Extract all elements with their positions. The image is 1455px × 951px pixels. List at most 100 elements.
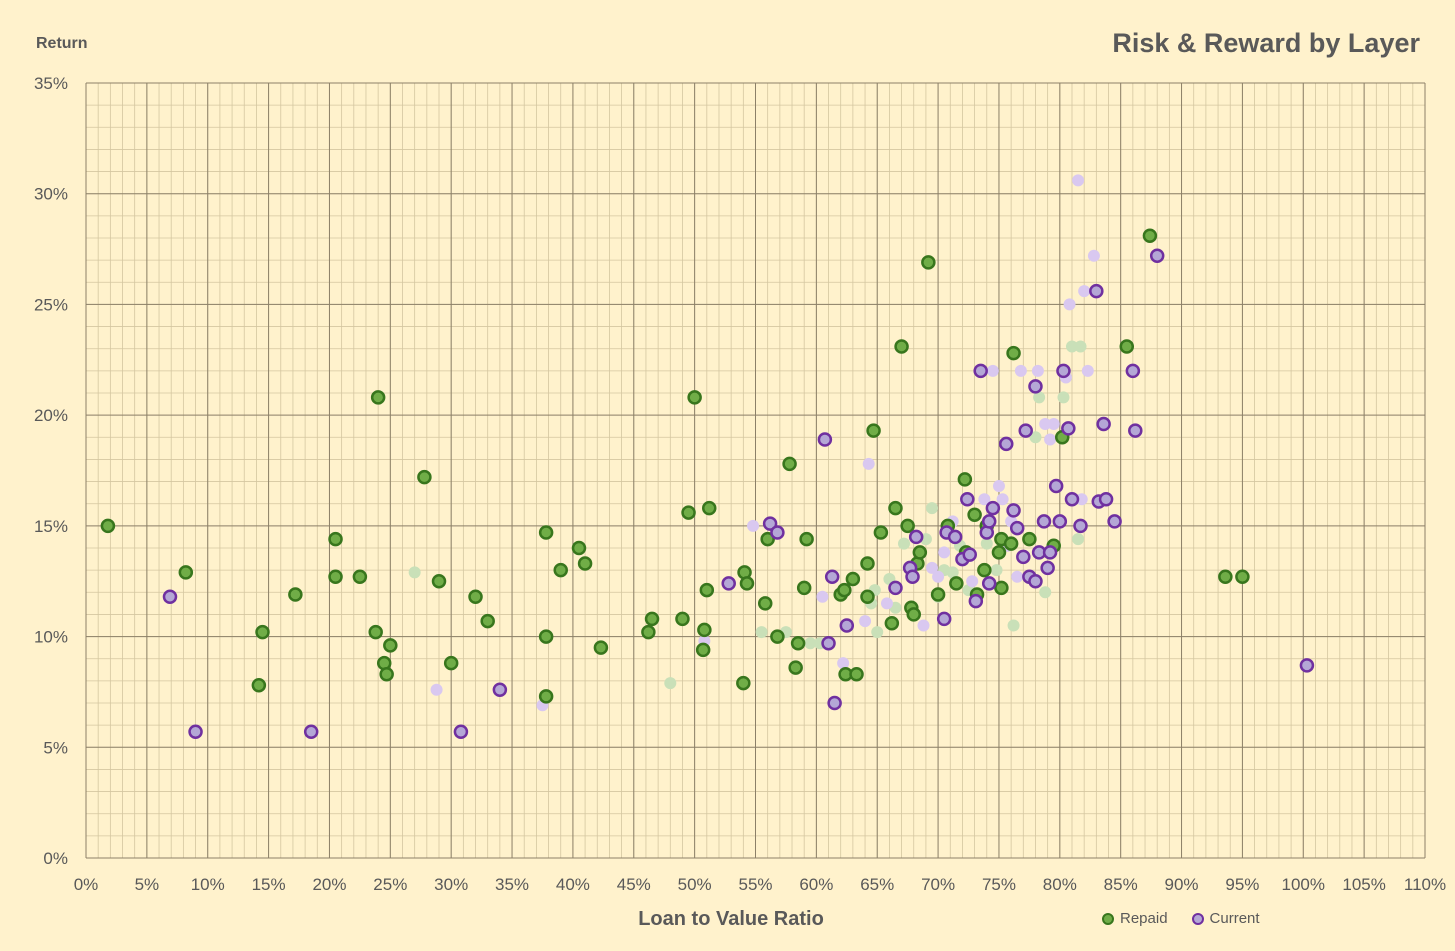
- y-tick-label: 35%: [34, 74, 68, 93]
- point-repaid: [352, 569, 368, 585]
- x-tick-label: 5%: [135, 875, 160, 894]
- point-current: [947, 529, 963, 545]
- point-current: [888, 580, 903, 596]
- faded-point: [978, 493, 991, 506]
- x-tick-label: 10%: [191, 875, 225, 894]
- x-tick-label: 15%: [252, 875, 286, 894]
- point-current: [1064, 492, 1080, 507]
- point-repaid: [701, 500, 717, 516]
- faded-point: [990, 564, 1003, 577]
- faded-point: [1075, 493, 1088, 506]
- x-tick-label: 80%: [1043, 875, 1077, 894]
- point-current: [1125, 363, 1141, 379]
- point-current: [770, 525, 785, 540]
- point-current: [936, 611, 952, 627]
- point-repaid: [1003, 536, 1019, 551]
- faded-point: [816, 590, 829, 603]
- point-current: [1056, 363, 1071, 379]
- x-tick-label: 30%: [434, 875, 468, 894]
- point-repaid: [468, 589, 483, 604]
- point-current: [1061, 421, 1076, 436]
- x-tick-label: 25%: [373, 875, 407, 894]
- point-current: [492, 682, 508, 697]
- point-repaid: [687, 390, 702, 405]
- faded-point: [1044, 433, 1057, 446]
- point-repaid: [845, 571, 861, 587]
- point-repaid: [912, 545, 928, 560]
- chart-title: Risk & Reward by Layer: [1112, 28, 1420, 58]
- point-repaid: [860, 589, 875, 604]
- y-tick-label: 5%: [43, 738, 68, 757]
- faded-point: [837, 657, 850, 670]
- legend: Repaid Current: [1102, 910, 1260, 927]
- faded-point: [1039, 586, 1052, 599]
- faded-point: [1074, 340, 1087, 353]
- faded-point: [1078, 285, 1091, 298]
- faded-point: [938, 546, 951, 559]
- faded-point: [1031, 364, 1044, 377]
- point-current: [1096, 416, 1111, 432]
- point-current: [968, 593, 984, 609]
- point-current: [1107, 514, 1122, 529]
- point-current: [839, 618, 855, 633]
- y-tick-label: 0%: [43, 849, 68, 868]
- point-current: [1028, 379, 1043, 394]
- point-current: [453, 724, 469, 740]
- point-repaid: [873, 525, 889, 540]
- faded-point: [1007, 619, 1020, 632]
- x-axis-ticks: 0% 5% 10% 15% 20% 25% 30% 35% 40% 45% 50% 55% 60% 65%…: [74, 875, 1446, 894]
- faded-point: [408, 566, 421, 579]
- point-repaid: [443, 655, 459, 671]
- point-current: [162, 589, 178, 604]
- point-repaid: [796, 580, 812, 596]
- point-repaid: [538, 525, 554, 540]
- faded-point: [996, 493, 1009, 506]
- x-tick-label: 105%: [1342, 875, 1385, 894]
- point-repaid: [538, 629, 554, 644]
- faded-point: [992, 480, 1005, 492]
- point-repaid: [571, 540, 587, 556]
- point-current: [1149, 248, 1165, 263]
- point-repaid: [1022, 531, 1037, 547]
- point-repaid: [884, 616, 900, 631]
- point-repaid: [675, 611, 690, 627]
- faded-points: [408, 174, 1100, 712]
- point-repaid: [178, 565, 194, 580]
- faded-point: [1011, 570, 1024, 583]
- point-repaid: [760, 531, 775, 547]
- x-tick-label: 65%: [860, 875, 894, 894]
- point-repaid: [900, 518, 915, 534]
- point-repaid: [1006, 345, 1021, 361]
- x-tick-label: 100%: [1282, 875, 1325, 894]
- faded-point: [1033, 391, 1046, 404]
- point-repaid: [906, 607, 921, 622]
- point-repaid: [681, 505, 696, 520]
- point-repaid: [921, 255, 936, 270]
- faded-point: [862, 457, 875, 470]
- point-repaid: [697, 622, 712, 638]
- point-repaid: [695, 642, 711, 658]
- faded-point: [1065, 340, 1078, 353]
- faded-point: [1087, 249, 1100, 262]
- faded-point: [880, 597, 893, 610]
- faded-point: [1029, 431, 1042, 444]
- point-repaid: [368, 624, 383, 640]
- faded-point: [1063, 298, 1076, 311]
- point-current: [905, 569, 920, 585]
- point-repaid: [991, 545, 1007, 560]
- point-repaid: [370, 390, 386, 405]
- x-tick-label: 60%: [799, 875, 833, 894]
- faded-point: [804, 637, 817, 650]
- point-repaid: [866, 423, 881, 438]
- grid-major: [85, 82, 1426, 859]
- faded-point: [980, 537, 993, 550]
- x-tick-label: 95%: [1225, 875, 1259, 894]
- point-repaid: [328, 531, 343, 547]
- point-current: [1073, 518, 1088, 534]
- x-tick-label: 0%: [74, 875, 99, 894]
- legend-label-current: Current: [1209, 910, 1260, 927]
- point-repaid: [782, 456, 797, 472]
- legend-marker-repaid: [1102, 912, 1114, 925]
- faded-point: [966, 575, 979, 588]
